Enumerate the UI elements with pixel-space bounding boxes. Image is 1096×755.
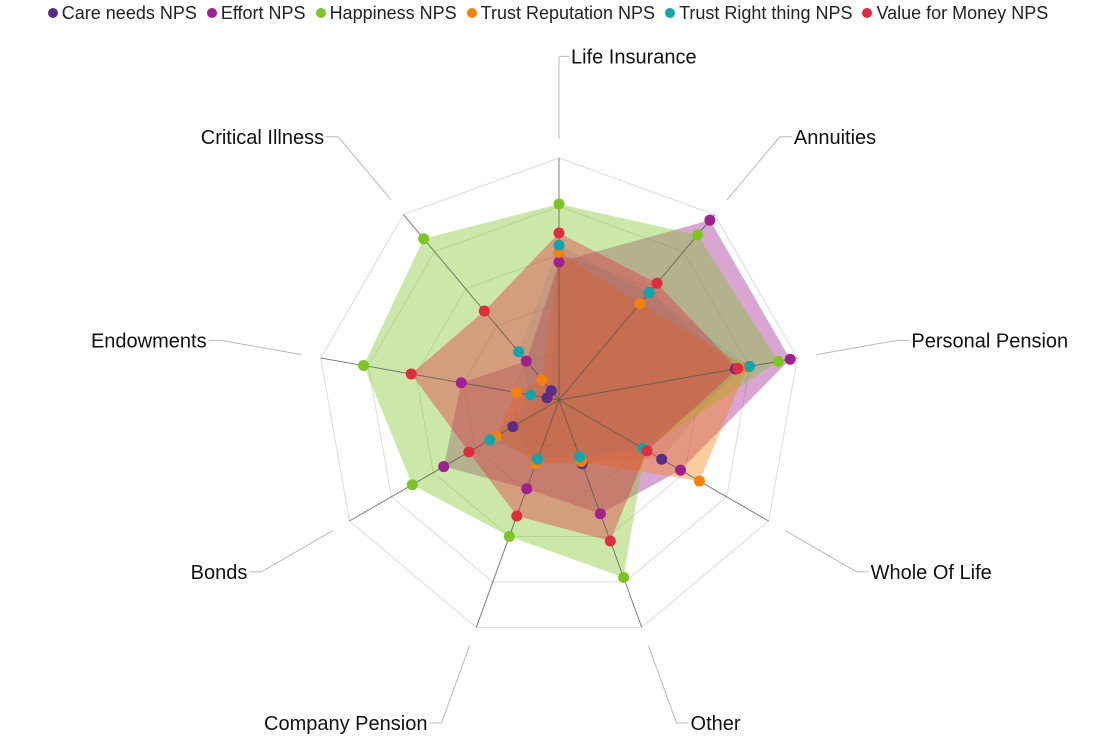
axis-spoke	[558, 357, 798, 401]
axis-leader	[337, 136, 392, 201]
axis-leader	[261, 530, 333, 573]
data-point-value-for-money-nps	[478, 305, 490, 317]
legend-item-value-for-money-nps[interactable]: Value for Money NPS	[862, 3, 1048, 24]
axis-leader	[816, 339, 898, 356]
axis-leader	[647, 645, 678, 724]
legend-item-trust-right-thing-nps[interactable]: Trust Right thing NPS	[665, 3, 852, 24]
data-point-value-for-money-nps	[511, 510, 523, 522]
data-point-trust-reputation-nps	[634, 298, 646, 310]
data-point-trust-right-thing-nps	[643, 286, 655, 298]
series-areas	[363, 203, 791, 578]
axis-label-bonds: Bonds	[191, 562, 248, 584]
legend-label: Happiness NPS	[329, 2, 457, 23]
legend-label: Value for Money NPS	[876, 2, 1049, 23]
legend-label: Trust Right thing NPS	[679, 2, 853, 23]
legend-swatch	[47, 8, 58, 18]
axis-label-personal-pension: Personal Pension	[911, 330, 1068, 352]
legend-item-trust-reputation-nps[interactable]: Trust Reputation NPS	[466, 2, 656, 24]
axis-spoke	[349, 399, 560, 522]
data-point-trust-reputation-nps	[510, 386, 522, 398]
data-point-value-for-money-nps	[651, 277, 663, 289]
data-point-effort-nps	[675, 464, 687, 476]
grid-ring	[367, 205, 751, 583]
axis-spokes	[208, 55, 910, 724]
legend-label: Care needs NPS	[61, 2, 197, 23]
axis-label-life-insurance: Life Insurance	[571, 46, 697, 68]
radar-grid	[320, 157, 798, 628]
series-area-care-needs-nps	[512, 252, 736, 464]
data-point-effort-nps	[553, 256, 565, 268]
series-area-trust-right-thing-nps	[489, 245, 750, 460]
data-point-value-for-money-nps	[604, 535, 616, 547]
data-point-happiness-nps	[358, 360, 370, 372]
data-point-effort-nps	[455, 377, 467, 389]
series-area-happiness-nps	[363, 203, 779, 578]
data-point-happiness-nps	[418, 233, 430, 245]
legend-label: Effort NPS	[220, 2, 306, 23]
data-point-value-for-money-nps	[553, 227, 565, 239]
axis-label-endowments: Endowments	[91, 330, 207, 352]
chart-legend: Care needs NPS Effort NPS Happiness NPS Tru…	[0, 0, 1096, 26]
grid-ring	[320, 157, 798, 628]
data-point-care-needs-nps	[545, 385, 557, 397]
data-point-effort-nps	[438, 461, 450, 473]
data-point-effort-nps	[594, 508, 606, 520]
data-point-trust-right-thing-nps	[531, 453, 543, 465]
data-point-effort-nps	[704, 214, 716, 226]
grid-ring	[415, 254, 703, 537]
data-point-happiness-nps	[618, 571, 630, 583]
data-point-happiness-nps	[772, 355, 784, 367]
legend-swatch	[206, 8, 217, 18]
data-point-trust-reputation-nps	[693, 475, 705, 487]
axis-leader	[785, 530, 857, 573]
data-point-effort-nps	[521, 483, 533, 495]
data-point-care-needs-nps	[507, 421, 519, 433]
axis-leader	[440, 645, 471, 724]
axis-leader	[220, 339, 302, 356]
axis-label-whole-of-life: Whole Of Life	[871, 562, 992, 584]
legend-swatch	[862, 8, 873, 18]
data-point-happiness-nps	[553, 198, 565, 210]
data-point-happiness-nps	[691, 229, 703, 241]
data-point-trust-reputation-nps	[536, 374, 548, 386]
series-points	[358, 198, 796, 583]
axis-label-company-pension: Company Pension	[264, 713, 427, 735]
data-point-trust-right-thing-nps	[744, 360, 756, 372]
legend-label: Trust Reputation NPS	[480, 2, 656, 23]
data-point-trust-right-thing-nps	[524, 389, 536, 401]
legend-swatch	[665, 8, 676, 18]
grid-ring	[510, 351, 608, 446]
series-area-value-for-money-nps	[411, 233, 738, 541]
axis-labels: Life Insurance Annuities Personal Pension W…	[91, 46, 1068, 735]
data-point-effort-nps	[784, 353, 796, 365]
data-point-happiness-nps	[503, 530, 515, 542]
data-point-trust-right-thing-nps	[513, 346, 525, 358]
data-point-happiness-nps	[406, 479, 418, 491]
data-point-effort-nps	[520, 355, 532, 367]
data-point-value-for-money-nps	[732, 362, 744, 374]
legend-item-effort-nps[interactable]: Effort NPS	[206, 2, 306, 24]
legend-swatch	[466, 8, 477, 18]
data-point-value-for-money-nps	[641, 445, 653, 457]
legend-item-happiness-nps[interactable]: Happiness NPS	[315, 2, 457, 24]
data-point-value-for-money-nps	[405, 368, 417, 380]
data-point-trust-right-thing-nps	[484, 434, 496, 446]
axis-leader	[726, 136, 781, 201]
grid-ring	[463, 302, 655, 492]
data-point-care-needs-nps	[656, 453, 668, 465]
legend-swatch	[315, 8, 326, 18]
data-point-value-for-money-nps	[463, 446, 475, 458]
axis-label-other: Other	[691, 713, 741, 735]
axis-label-critical-illness: Critical Illness	[201, 127, 324, 149]
data-point-trust-right-thing-nps	[553, 239, 565, 251]
data-point-trust-right-thing-nps	[574, 451, 586, 463]
legend-item-care-needs-nps[interactable]: Care needs NPS	[47, 2, 197, 24]
series-area-effort-nps	[443, 220, 791, 514]
axis-label-annuities: Annuities	[794, 127, 876, 149]
